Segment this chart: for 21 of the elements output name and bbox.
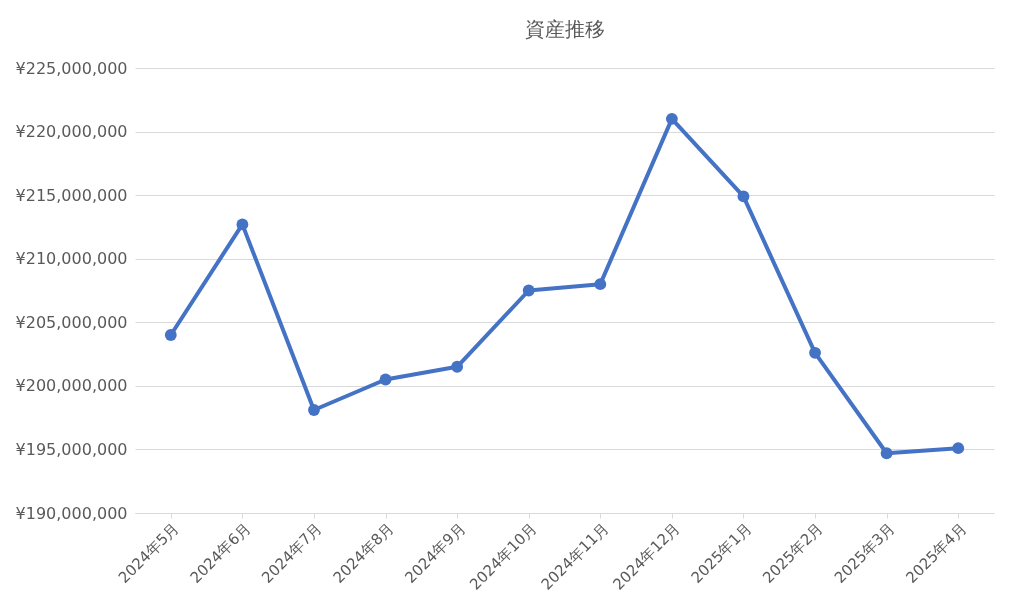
- chart-title: 資産推移: [524, 17, 605, 41]
- y-tick-label: ¥205,000,000: [15, 312, 128, 332]
- point: [665, 112, 678, 125]
- point: [594, 278, 607, 291]
- point: [737, 190, 750, 203]
- point: [308, 404, 320, 416]
- y-tick-label: ¥195,000,000: [15, 439, 128, 459]
- point: [522, 284, 535, 297]
- point: [451, 360, 464, 373]
- point: [379, 373, 392, 386]
- y-tick-label: ¥215,000,000: [15, 185, 128, 205]
- y-tick-label: ¥190,000,000: [15, 503, 128, 523]
- y-tick-label: ¥210,000,000: [15, 249, 128, 269]
- point: [236, 218, 249, 231]
- point: [952, 442, 965, 455]
- y-tick-label: ¥220,000,000: [15, 122, 128, 142]
- point: [880, 447, 893, 460]
- y-tick-label: ¥225,000,000: [15, 58, 128, 78]
- point: [164, 329, 177, 341]
- y-tick-label: ¥200,000,000: [15, 376, 128, 396]
- point: [809, 346, 821, 359]
